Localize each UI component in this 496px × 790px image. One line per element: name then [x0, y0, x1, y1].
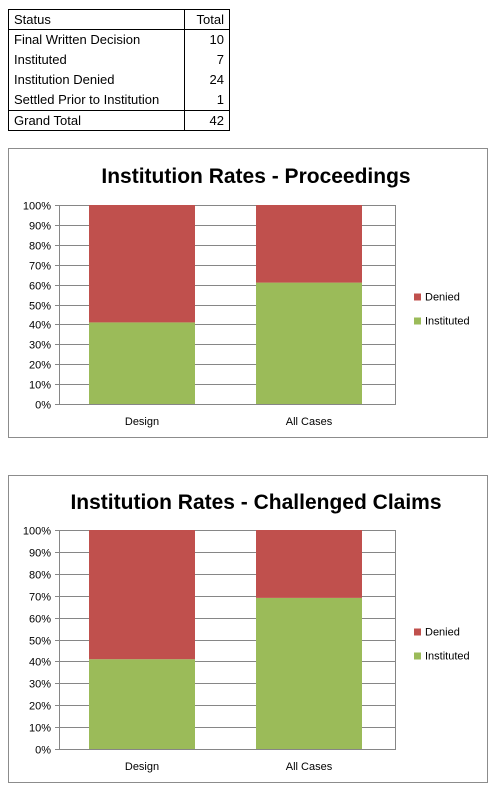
bar-instituted [256, 597, 362, 749]
y-tick-label: 10% [29, 723, 51, 735]
legend-swatch [414, 628, 421, 636]
status-cell: Settled Prior to Institution [8, 90, 185, 111]
grand-total-value: 42 [184, 110, 230, 131]
y-tick-label: 10% [29, 380, 51, 392]
bar-denied [89, 530, 195, 660]
x-category-label: Design [125, 761, 159, 773]
chart-title: Institution Rates - Proceedings [101, 165, 410, 188]
header-total: Total [184, 9, 230, 30]
legend-label: Instituted [425, 316, 470, 328]
legend-label: Denied [425, 292, 460, 304]
chart-svg: Institution Rates - Challenged Claims 0% 1… [23, 491, 470, 773]
bar-denied [256, 530, 362, 598]
y-tick-label: 30% [29, 340, 51, 352]
y-tick-label: 50% [29, 636, 51, 648]
y-tick-label: 70% [29, 592, 51, 604]
chart-title: Institution Rates - Challenged Claims [70, 491, 441, 514]
y-tick-label: 0% [35, 400, 51, 412]
table-row: Instituted 7 [8, 50, 230, 70]
y-tick-label: 60% [29, 614, 51, 626]
x-category-label: Design [125, 416, 159, 428]
grand-total-row: Grand Total 42 [8, 110, 230, 131]
table-row: Settled Prior to Institution 1 [8, 90, 230, 111]
total-cell: 7 [184, 50, 230, 70]
y-tick-label: 100% [23, 201, 51, 213]
status-summary-table: Status Total Final Written Decision 10 I… [8, 9, 230, 131]
legend-swatch [414, 293, 421, 301]
table-row: Institution Denied 24 [8, 70, 230, 90]
grand-total-label: Grand Total [8, 110, 185, 131]
table-row: Final Written Decision 10 [8, 29, 230, 50]
legend-swatch [414, 317, 421, 325]
y-tick-label: 80% [29, 570, 51, 582]
table-header-row: Status Total [8, 9, 230, 30]
total-cell: 10 [184, 29, 230, 50]
x-category-label: All Cases [286, 761, 333, 773]
bar-instituted [256, 282, 362, 404]
bar-denied [89, 205, 195, 323]
total-cell: 1 [184, 90, 230, 111]
y-tick-label: 60% [29, 281, 51, 293]
y-tick-label: 90% [29, 548, 51, 560]
header-status: Status [8, 9, 185, 30]
y-tick-label: 100% [23, 526, 51, 538]
challenged-claims-chart: Institution Rates - Challenged Claims 0% 1… [8, 475, 488, 783]
y-tick-label: 0% [35, 745, 51, 757]
legend-label: Instituted [425, 651, 470, 663]
y-tick-label: 70% [29, 261, 51, 273]
bar-instituted [89, 659, 195, 749]
y-tick-label: 20% [29, 360, 51, 372]
status-cell: Instituted [8, 50, 185, 70]
y-tick-label: 40% [29, 657, 51, 669]
chart-svg: Institution Rates - Proceedings 0% 10% 20% 3… [23, 165, 470, 428]
x-category-label: All Cases [286, 416, 333, 428]
y-tick-label: 20% [29, 701, 51, 713]
status-cell: Institution Denied [8, 70, 185, 90]
bar-denied [256, 205, 362, 283]
proceedings-chart: Institution Rates - Proceedings 0% 10% 20% 3… [8, 148, 488, 438]
y-tick-label: 90% [29, 221, 51, 233]
y-tick-label: 40% [29, 320, 51, 332]
status-cell: Final Written Decision [8, 29, 185, 50]
total-cell: 24 [184, 70, 230, 90]
bar-instituted [89, 322, 195, 404]
y-tick-label: 50% [29, 301, 51, 313]
legend-label: Denied [425, 627, 460, 639]
legend-swatch [414, 652, 421, 660]
y-tick-label: 30% [29, 679, 51, 691]
y-tick-label: 80% [29, 241, 51, 253]
